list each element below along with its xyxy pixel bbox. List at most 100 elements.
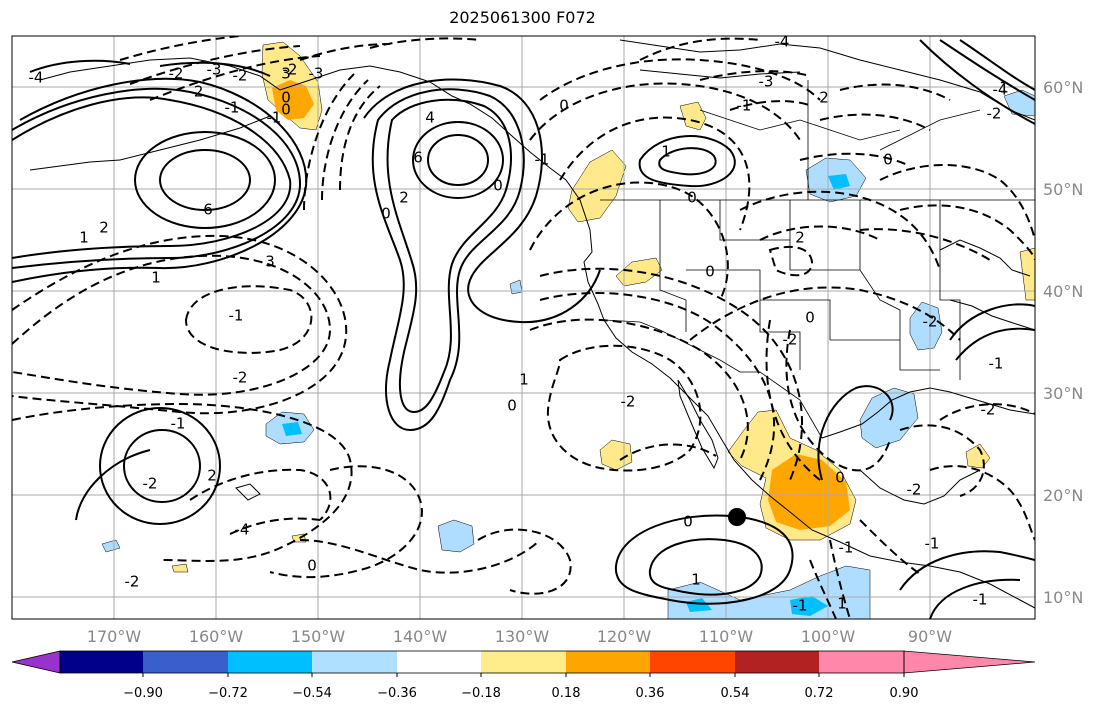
contour-label: -1 xyxy=(925,535,940,553)
colorbar-tick-label: 0.36 xyxy=(636,686,665,701)
contour-label: 0 xyxy=(687,189,697,207)
colorbar-extend-low xyxy=(11,650,61,674)
colorbar-tick-label: −0.18 xyxy=(461,686,501,701)
shade-negative-core xyxy=(686,598,712,612)
colorbar-tick-label: 0.72 xyxy=(805,686,834,701)
lon-label: 130°W xyxy=(495,627,550,646)
shade-negative-region xyxy=(859,387,919,449)
contour-label: -1 xyxy=(973,591,988,609)
contour-label: -1 xyxy=(737,97,752,115)
contour-label: 0 xyxy=(307,557,317,575)
shade-negative-region xyxy=(437,519,475,553)
contour-label: -2 xyxy=(907,481,922,499)
colorbar-segment xyxy=(819,651,904,673)
contour-label: -2 xyxy=(233,369,248,387)
shade-negative-core xyxy=(828,174,850,190)
colorbar-tick-label: −0.36 xyxy=(377,686,417,701)
contour-label: 0 xyxy=(281,89,291,107)
contour-label: -1 xyxy=(267,109,282,127)
contour-label: 1 xyxy=(999,79,1009,97)
longitude-labels: 170°W 160°W 150°W 140°W 130°W 120°W 110°W 100°W… xyxy=(87,627,952,646)
contour-label: 0 xyxy=(705,263,715,281)
colorbar-segment xyxy=(143,651,228,673)
lon-label: 140°W xyxy=(393,627,448,646)
contour-label: -4 xyxy=(235,521,250,539)
contour-label: -2 xyxy=(981,401,996,419)
contour-label: -2 xyxy=(125,573,140,591)
colorbar-segment xyxy=(228,651,312,673)
contour-label: -2 xyxy=(987,105,1002,123)
contour-label: 1 xyxy=(79,229,89,247)
shade-negative-core xyxy=(282,422,302,436)
shade-positive-region xyxy=(567,149,627,223)
colorbar-segment xyxy=(650,651,735,673)
contour-label: 3 xyxy=(265,253,275,271)
negative-contours xyxy=(12,36,1035,619)
contour-label: 0 xyxy=(883,151,893,169)
contour-label: 0 xyxy=(281,101,291,119)
contour-label: 1 xyxy=(661,143,671,161)
lat-label: 20°N xyxy=(1043,486,1083,505)
contour-label: -2 xyxy=(621,393,636,411)
colorbar-segment xyxy=(312,651,397,673)
contour-label: -3 xyxy=(207,61,222,79)
contour-label: -4 xyxy=(29,69,44,87)
contour-label: -2 xyxy=(923,313,938,331)
contour-label: -2 xyxy=(189,83,204,101)
map-panel xyxy=(12,36,1035,619)
contour-label: -4 xyxy=(993,81,1008,99)
contour-label: -3 xyxy=(309,65,324,83)
colorbar-tick-label: 0.90 xyxy=(890,686,919,701)
contour-label: -2 xyxy=(169,65,184,83)
colorbar-segment xyxy=(481,651,566,673)
colorbar-segment xyxy=(566,651,650,673)
colorbar-segment xyxy=(60,651,143,673)
map-title: 2025061300 F072 xyxy=(449,8,596,27)
contour-label: 4 xyxy=(425,109,435,127)
contour-label: 0 xyxy=(683,513,693,531)
contour-label: 0 xyxy=(493,177,503,195)
contour-label: 0 xyxy=(835,469,845,487)
shade-positive-region xyxy=(171,563,189,573)
latitude-labels: 60°N 50°N 40°N 30°N 20°N 10°N xyxy=(1043,78,1083,607)
contour-label: 3 xyxy=(281,65,291,83)
positive-contours xyxy=(12,39,1035,619)
borders xyxy=(600,80,1035,439)
colorbar-tick-label: 0.18 xyxy=(552,686,581,701)
shade-negative-region xyxy=(909,301,943,351)
lon-label: 160°W xyxy=(189,627,244,646)
contour-label: -1 xyxy=(229,307,244,325)
contour-label: 0 xyxy=(559,97,569,115)
contour-label: -2 xyxy=(283,61,298,79)
shade-negative-core xyxy=(790,596,828,616)
contour-label: 1 xyxy=(691,571,701,589)
lon-label: 120°W xyxy=(597,627,652,646)
contour-label: -1 xyxy=(225,99,240,117)
lat-label: 60°N xyxy=(1043,78,1083,97)
lat-label: 40°N xyxy=(1043,282,1083,301)
contour-label: -1 xyxy=(839,539,854,557)
contour-label: 6 xyxy=(203,201,213,219)
lat-label: 50°N xyxy=(1043,180,1083,199)
contour-label: 2 xyxy=(207,467,217,485)
lat-label: 30°N xyxy=(1043,384,1083,403)
contour-label: -1 xyxy=(171,415,186,433)
contour-label: -3 xyxy=(759,73,774,91)
contour-label: -1 xyxy=(793,597,808,615)
colorbar-segment xyxy=(397,651,481,673)
colorbar: −0.90 −0.72 −0.54 −0.36 −0.18 0.18 0.36 0.54 0.7… xyxy=(11,650,1036,701)
shade-positive-core xyxy=(272,80,314,120)
contour-label: 6 xyxy=(413,149,423,167)
contour-label: 0 xyxy=(507,397,517,415)
lon-label: 110°W xyxy=(699,627,754,646)
contour-label: 0 xyxy=(381,205,391,223)
contour-label: 0 xyxy=(805,309,815,327)
lon-label: 90°W xyxy=(908,627,952,646)
shade-negative-region xyxy=(101,539,121,553)
contour-label: 1 xyxy=(151,269,161,287)
contour-label: 1 xyxy=(837,595,847,613)
location-marker xyxy=(728,508,746,526)
colorbar-tick-label: −0.72 xyxy=(208,686,248,701)
shade-positive-region xyxy=(1019,247,1035,301)
